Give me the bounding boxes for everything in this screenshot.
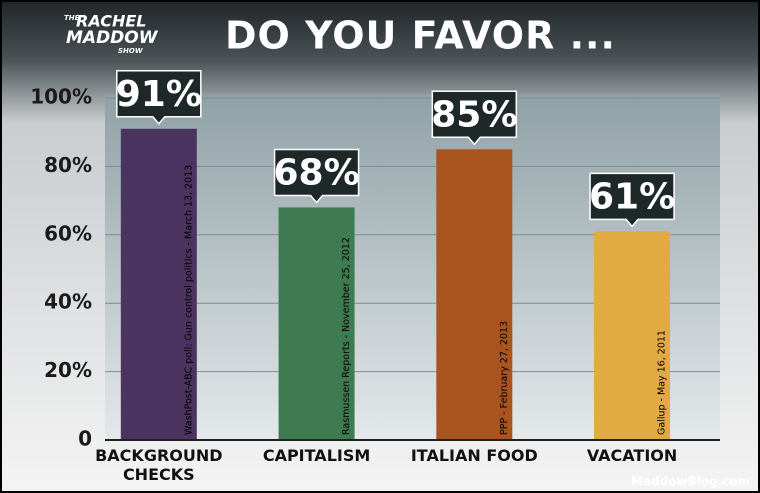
label-box — [273, 148, 360, 204]
annotation: PPP - February 27, 2013 — [499, 321, 510, 435]
label-box — [431, 90, 518, 146]
y-tick-label: 60% — [44, 221, 92, 245]
bar — [278, 207, 355, 440]
watermark: MaddowBlog.com — [631, 475, 750, 489]
x-tick-label: VACATION — [586, 446, 678, 465]
x-tick-label: ITALIAN FOOD — [410, 446, 538, 465]
x-tick-label: CAPITALISM — [262, 446, 371, 465]
logo: THE RACHEL MADDOW SHOW — [64, 12, 159, 56]
annotation: Gallup - May 16, 2011 — [657, 330, 668, 435]
bar — [594, 231, 671, 440]
value-label: 61% — [589, 176, 675, 217]
annotation: WashPost-ABC poll: Gun control politics … — [183, 165, 194, 435]
bar — [436, 149, 513, 441]
y-tick-label: 80% — [44, 153, 92, 177]
label-box — [589, 172, 675, 228]
annotation: Rasmussen Reports - November 25, 2012 — [341, 237, 352, 435]
bar — [120, 128, 197, 440]
value-label: 91% — [116, 74, 202, 115]
x-tick-label: BACKGROUND CHECKS — [95, 446, 223, 484]
y-tick-label: 100% — [30, 85, 92, 109]
label-box — [116, 70, 202, 125]
value-label: 85% — [431, 94, 517, 135]
logo-text: RACHEL — [76, 12, 146, 31]
chart-title: DO YOU FAVOR ... — [225, 14, 616, 58]
logo-text: SHOW — [118, 47, 143, 55]
logo-text: MADDOW — [66, 28, 159, 48]
y-tick-label: 20% — [44, 358, 92, 382]
y-tick-label: 40% — [44, 290, 92, 314]
logo-text: THE — [64, 14, 80, 22]
y-tick-label: 0 — [78, 427, 92, 451]
value-label: 68% — [273, 152, 359, 193]
